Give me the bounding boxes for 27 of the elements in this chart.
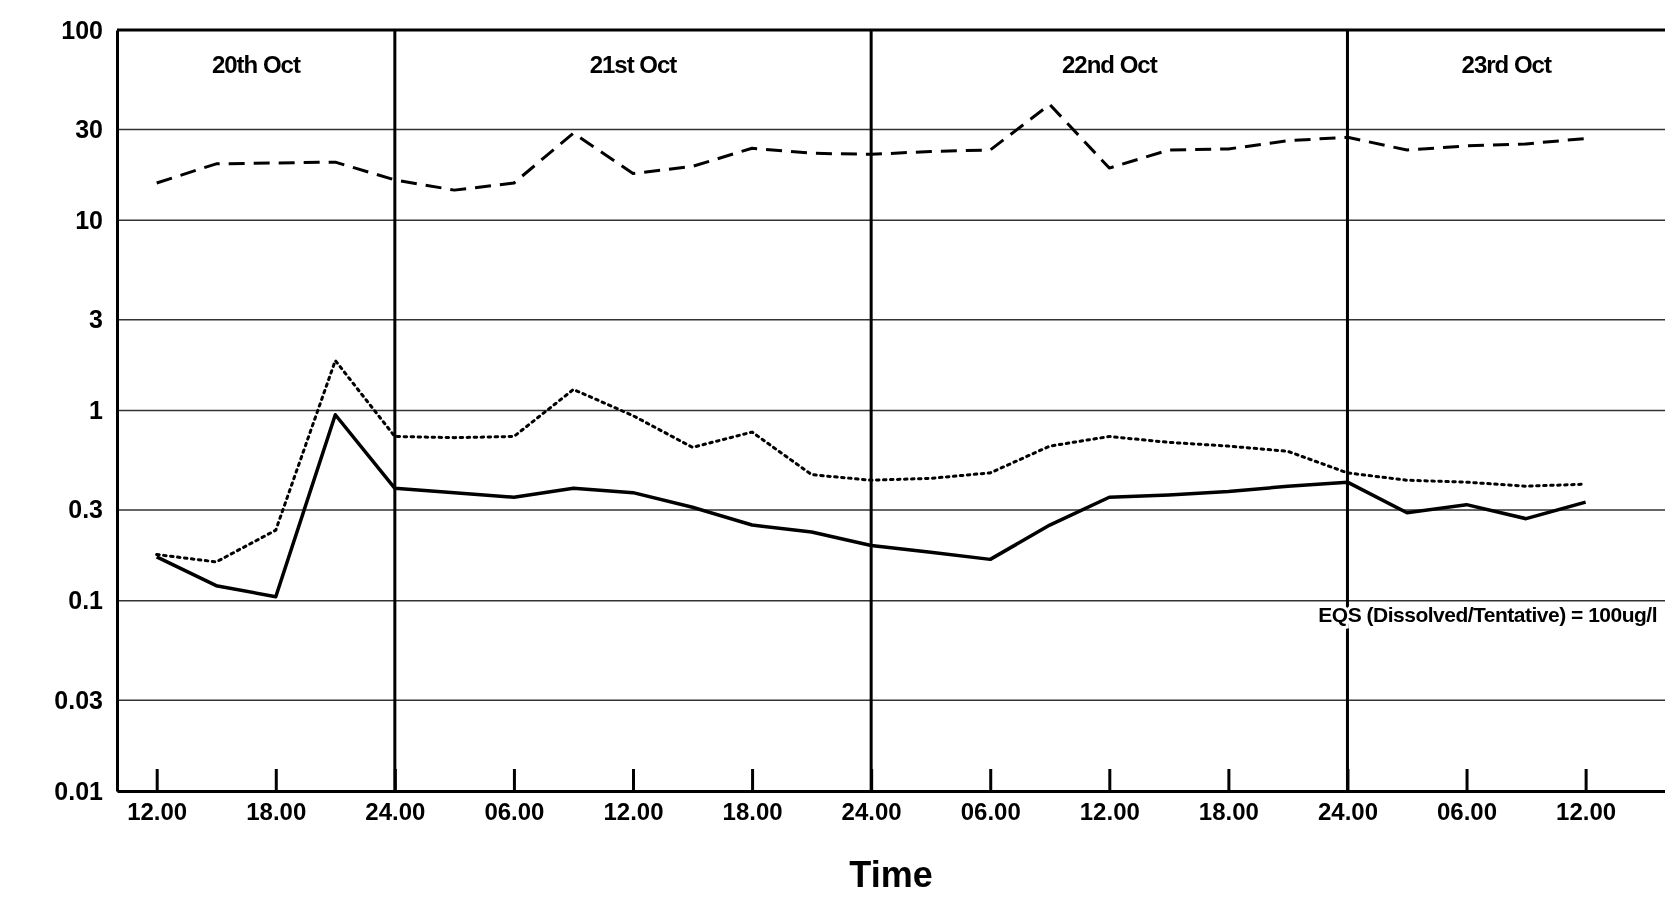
annotation: 20th Oct [211,51,301,79]
y-tick-label: 3 [89,305,103,334]
y-tick-label: 30 [75,114,103,143]
x-tick-label: 06.00 [1437,798,1498,826]
y-tick-label: 0.1 [68,586,104,615]
y-tick-label: 10 [75,205,103,234]
x-tick-label: 18.00 [722,798,783,826]
y-tick-label: 0.01 [54,776,104,805]
x-axis-title: Time [849,854,933,895]
y-tick-label: 1 [89,396,104,424]
annotation: 21st Oct [589,51,678,79]
x-tick-label: 24.00 [1317,798,1378,826]
x-tick-label: 12.00 [127,798,188,826]
annotation: 23rd Oct [1461,51,1552,79]
x-tick-label: 06.00 [484,798,545,826]
y-tick-label: 0.3 [68,495,103,524]
y-tick-label: 0.03 [54,685,103,714]
x-tick-label: 18.00 [246,798,307,826]
x-tick-label: 12.00 [1079,798,1140,826]
annotation: 22nd Oct [1061,51,1158,79]
x-tick-label: 12.00 [1556,798,1617,826]
x-tick-label: 12.00 [603,798,664,826]
x-tick-label: 24.00 [365,798,426,826]
y-tick-label: 100 [61,15,103,44]
x-tick-label: 06.00 [960,798,1021,826]
x-tick-label: 18.00 [1198,798,1259,826]
x-tick-label: 24.00 [841,798,902,826]
